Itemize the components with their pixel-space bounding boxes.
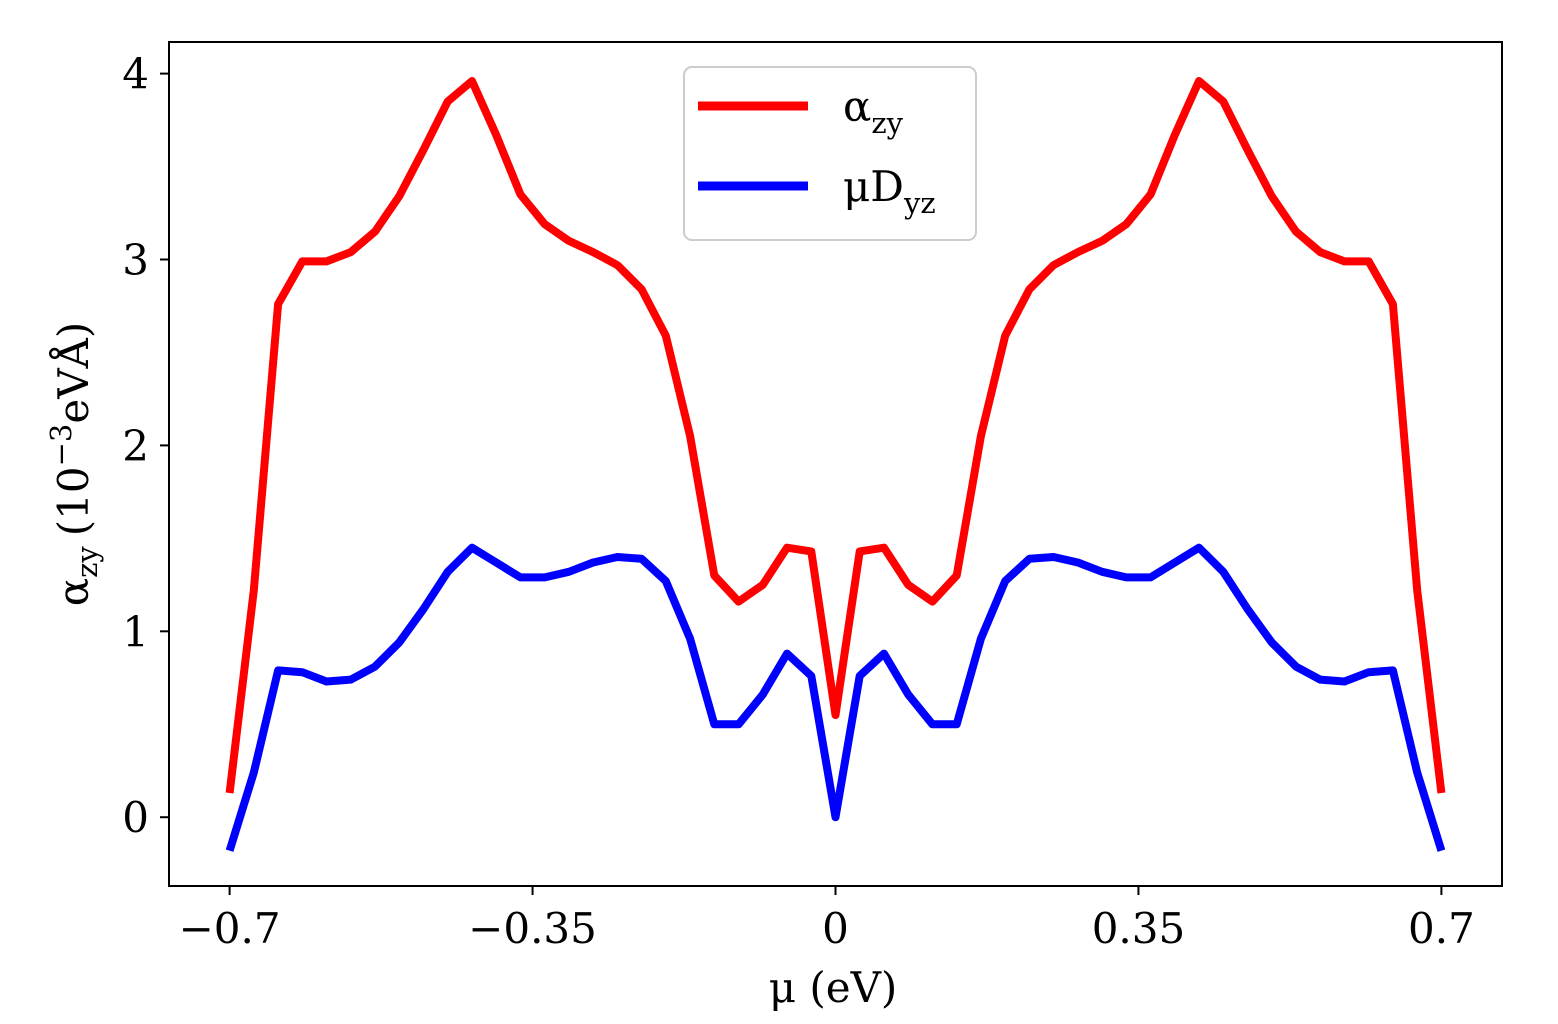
y-tick-label: 3 bbox=[122, 236, 149, 285]
y-axis-label-sub: zy bbox=[70, 546, 104, 578]
series-line-alpha-zy bbox=[225, 77, 1446, 794]
y-axis-label-unit-prefix: (10 bbox=[49, 466, 98, 536]
y-tick-label: 4 bbox=[122, 50, 149, 99]
legend-label-mu-d-yz-sub: yz bbox=[903, 186, 936, 220]
y-axis-label-unit-suffix: eVÅ) bbox=[48, 322, 98, 424]
x-tick-label: −0.35 bbox=[468, 904, 597, 953]
y-tick-label: 1 bbox=[122, 607, 149, 656]
x-tick-label: 0.7 bbox=[1408, 904, 1475, 953]
x-tick-label: 0 bbox=[822, 904, 849, 953]
y-tick-label: 2 bbox=[122, 421, 149, 470]
y-axis-label-unit-exp: −3 bbox=[44, 424, 78, 467]
legend-label-alpha-zy: αzy bbox=[843, 82, 904, 140]
legend-label-mu-d-yz-main: μD bbox=[843, 162, 904, 211]
series-line-mu-d-yz bbox=[225, 543, 1446, 852]
legend: αzy μDyz bbox=[683, 66, 977, 241]
y-tick-label: 0 bbox=[122, 793, 149, 842]
y-axis-label: αzy (10−3eVÅ) bbox=[44, 322, 104, 607]
legend-label-mu-d-yz: μDyz bbox=[843, 162, 936, 220]
y-axis-label-main: α bbox=[49, 578, 98, 606]
x-tick-label: −0.7 bbox=[179, 904, 281, 953]
legend-label-alpha-zy-main: α bbox=[843, 82, 871, 131]
series-layer bbox=[225, 77, 1446, 852]
y-ticks: 0 1 2 3 4 bbox=[122, 50, 169, 842]
x-ticks: −0.7 −0.35 0 0.35 0.7 bbox=[179, 886, 1475, 953]
x-tick-label: 0.35 bbox=[1092, 904, 1186, 953]
legend-label-alpha-zy-sub: zy bbox=[871, 106, 903, 140]
x-axis-label: μ (eV) bbox=[769, 963, 898, 1012]
